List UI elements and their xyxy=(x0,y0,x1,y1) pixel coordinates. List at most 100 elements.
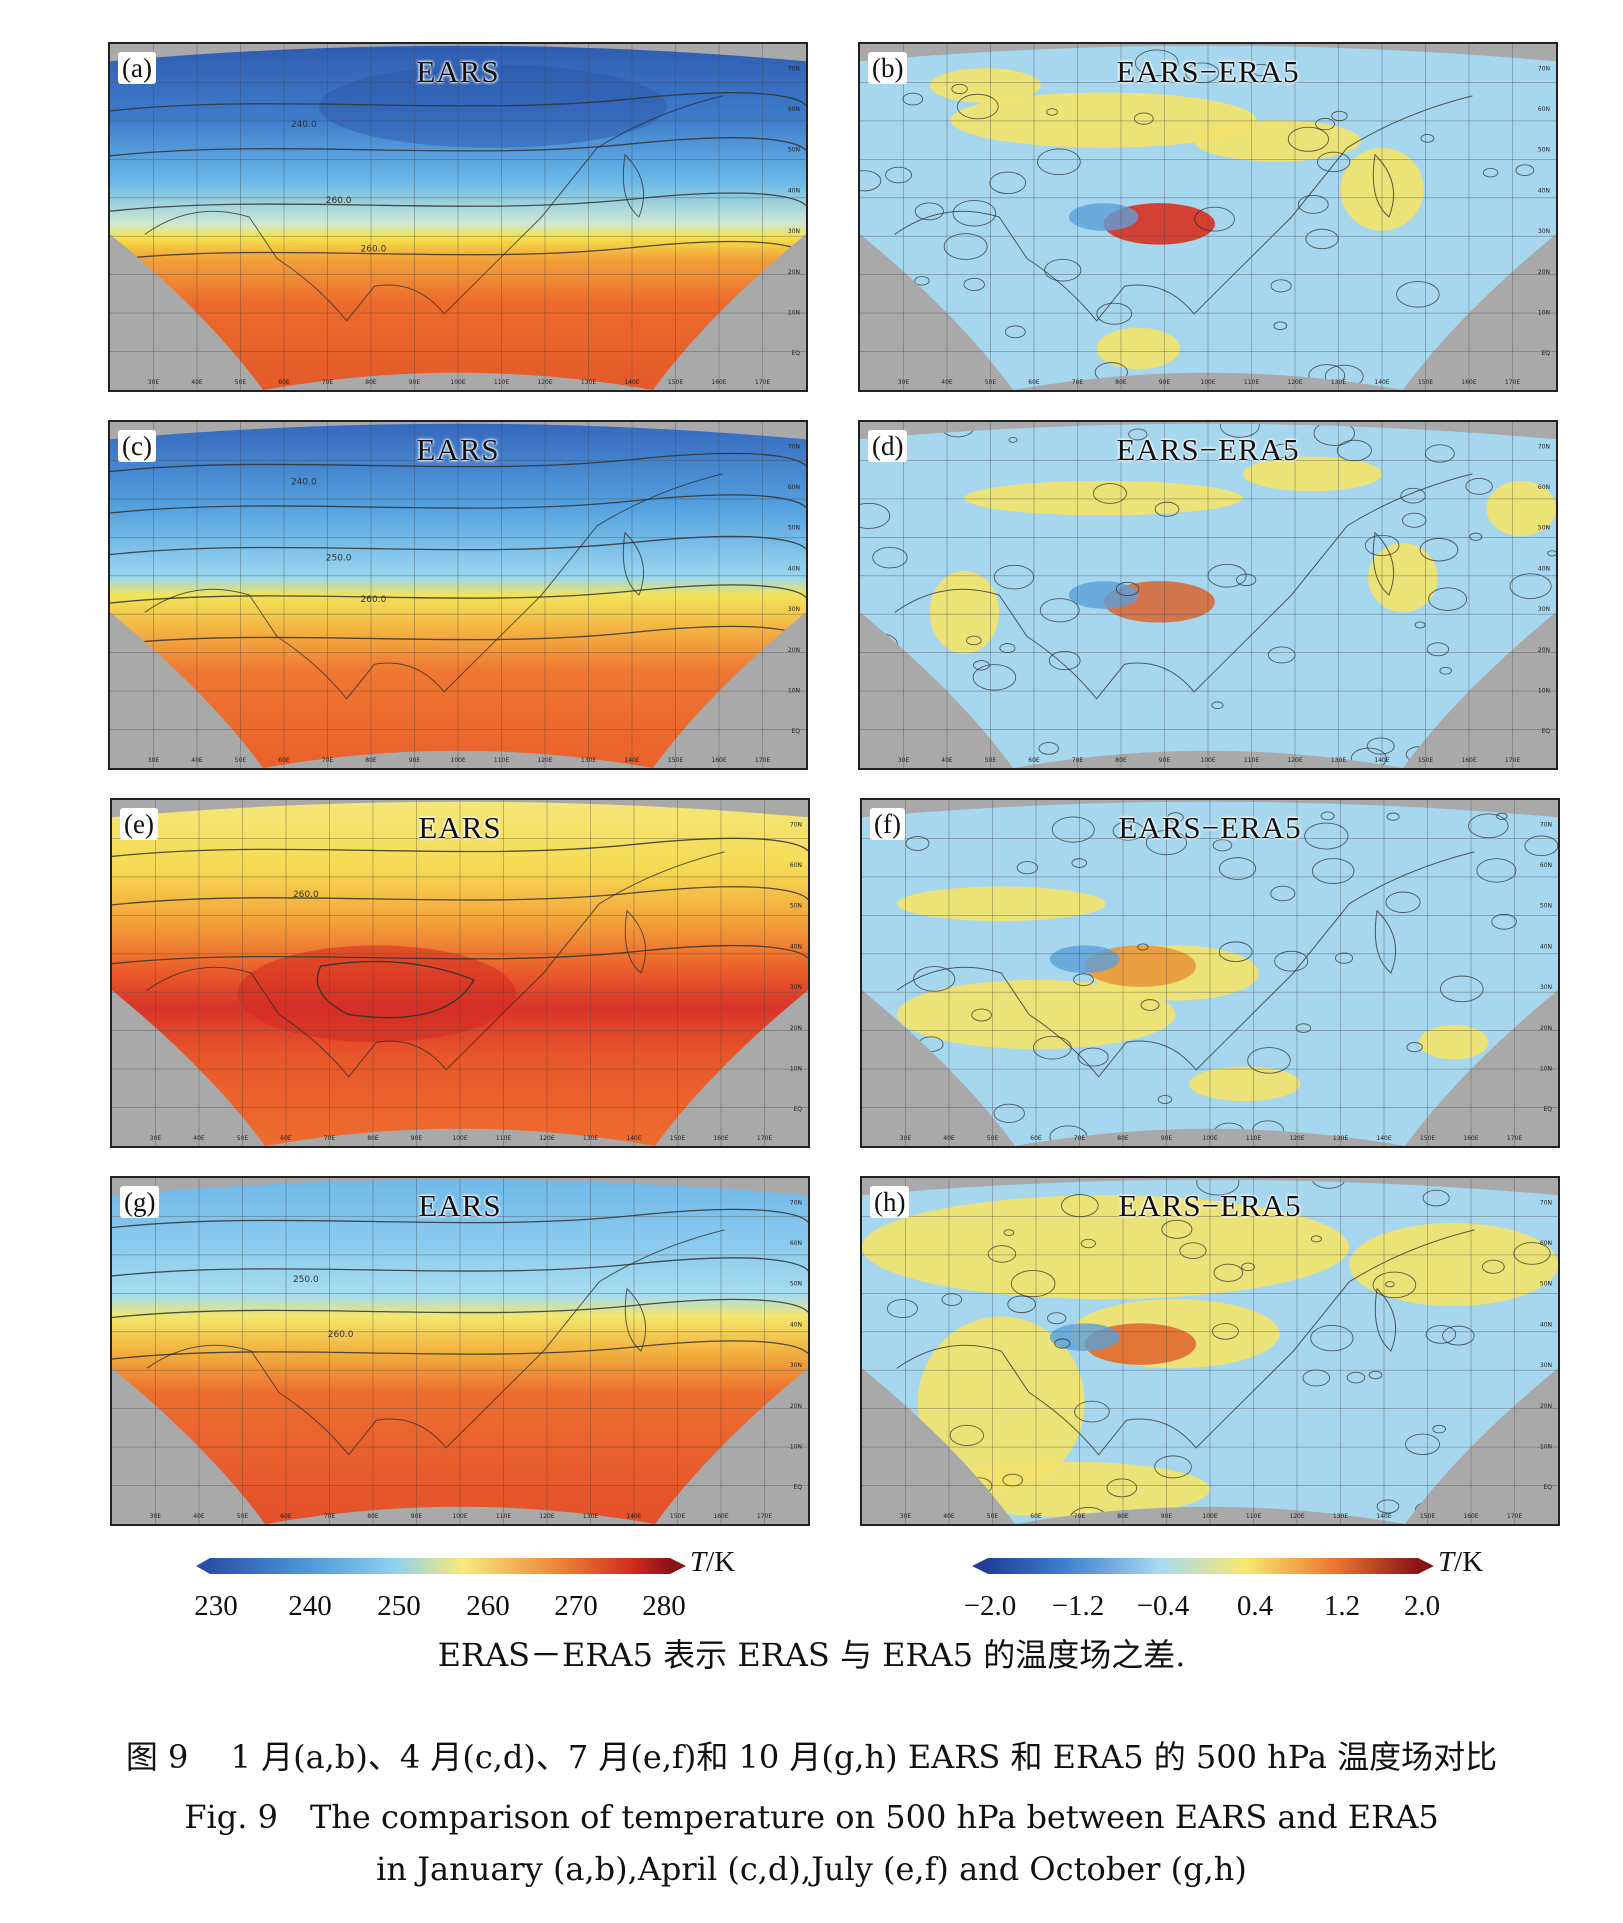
panel-d: 30E 40E 50E 60E 70E 80E 90E 100E 110E 120E 130E 140… xyxy=(858,420,1558,770)
anomaly-contour xyxy=(1320,811,1335,821)
anomaly-contour xyxy=(1270,885,1296,902)
anomaly-contour xyxy=(1426,642,1450,657)
anomaly-contour xyxy=(913,966,956,992)
anomaly-contour xyxy=(1128,428,1148,441)
isotherm-line xyxy=(112,1298,808,1319)
coastline xyxy=(144,95,723,322)
latitude-label: 70N xyxy=(790,821,802,828)
longitude-label: 100E xyxy=(1200,757,1215,764)
contour-value-label: 260.0 xyxy=(328,1330,354,1340)
longitude-label: 170E xyxy=(757,1135,772,1142)
latitude-label: 50N xyxy=(1540,903,1552,910)
positive-anomaly-region xyxy=(1486,480,1556,537)
longitude-label: 60E xyxy=(278,757,290,764)
anomaly-contour xyxy=(1007,1295,1036,1314)
anomaly-contour xyxy=(1218,941,1253,963)
longitude-label: 130E xyxy=(583,1513,598,1520)
anomaly-contour xyxy=(1428,587,1468,611)
graticule xyxy=(112,800,808,1146)
anomaly-contour xyxy=(1376,1499,1400,1514)
positive-anomaly-region xyxy=(929,68,1041,103)
anomaly-contour xyxy=(902,92,924,106)
latitude-label: 60N xyxy=(790,862,802,869)
anomaly-contour xyxy=(1468,813,1509,839)
longitude-label: 50E xyxy=(235,379,247,386)
anomaly-contour xyxy=(1509,573,1552,599)
latitude-label: EQ xyxy=(793,1484,802,1491)
anomaly-contour xyxy=(1401,512,1427,528)
positive-anomaly-region xyxy=(1189,1066,1301,1102)
unit-text: /K xyxy=(706,1546,736,1578)
isotherm-line xyxy=(110,452,806,473)
colorbar-difference-ramp xyxy=(972,1558,1434,1574)
longitude-label: 40E xyxy=(943,1513,955,1520)
map-g: 30E 40E 50E 60E 70E 80E 90E 100E 110E 120E 130E 140… xyxy=(112,1178,808,1524)
tick-label: 280 xyxy=(642,1590,686,1622)
anomaly-contour xyxy=(1405,1433,1441,1456)
latitude-label: 50N xyxy=(790,1281,802,1288)
anomaly-contour xyxy=(1273,321,1288,331)
negative-anomaly-region xyxy=(1049,1323,1120,1351)
longitude-label: 120E xyxy=(539,1135,554,1142)
longitude-label: 60E xyxy=(1028,379,1040,386)
positive-anomaly-region xyxy=(862,1195,1350,1300)
anomaly-contour xyxy=(987,1245,1017,1263)
anomaly-contour xyxy=(1481,1259,1505,1274)
map-d: 30E 40E 50E 60E 70E 80E 90E 100E 110E 120E 130E 140… xyxy=(860,422,1556,768)
contour-value-label: 250.0 xyxy=(293,1275,319,1285)
panel-b: 30E 40E 50E 60E 70E 80E 90E 100E 110E 120E 130E 140… xyxy=(858,42,1558,392)
longitude-label: 160E xyxy=(1463,1135,1478,1142)
longitude-label: 30E xyxy=(148,757,160,764)
longitude-label: 140E xyxy=(624,757,639,764)
longitude-label: 160E xyxy=(1463,1513,1478,1520)
graticule xyxy=(862,1178,1558,1524)
map-h: 30E 40E 50E 60E 70E 80E 90E 100E 110E 120E 130E 140… xyxy=(862,1178,1558,1524)
latitude-label: 20N xyxy=(1538,269,1550,276)
isotherm-line xyxy=(110,137,806,157)
map-c: 30E 40E 50E 60E 70E 80E 90E 100E 110E 120E 130E 140… xyxy=(110,422,806,768)
latitude-label: 60N xyxy=(1538,106,1550,113)
anomaly-contour xyxy=(872,546,908,569)
longitude-label: 160E xyxy=(711,379,726,386)
latitude-label: 50N xyxy=(1538,525,1550,532)
latitude-label: 40N xyxy=(1538,565,1550,572)
colorbar-temperature: T/K 230 240 250 260 270 280 xyxy=(190,1546,750,1630)
isotherm-line xyxy=(110,584,806,604)
anomaly-contour xyxy=(1316,151,1351,173)
panel-g: 30E 40E 50E 60E 70E 80E 90E 100E 110E 120E 130E 140… xyxy=(110,1176,810,1526)
anomaly-contour xyxy=(860,502,891,529)
anomaly-contour xyxy=(1247,1047,1291,1074)
positive-anomaly-region xyxy=(1242,456,1382,492)
latitude-label: 20N xyxy=(788,269,800,276)
latitude-label: 40N xyxy=(788,187,800,194)
anomaly-contour xyxy=(1037,148,1081,176)
coastline xyxy=(146,851,725,1078)
tick-label: −1.2 xyxy=(1051,1590,1105,1622)
longitude-label: 160E xyxy=(713,1513,728,1520)
longitude-label: 40E xyxy=(191,379,203,386)
anomaly-contour xyxy=(1154,1455,1192,1479)
latitude-label: EQ xyxy=(1543,1484,1552,1491)
panel-title-f: EARS−ERA5 xyxy=(1118,810,1302,845)
anomaly-contour xyxy=(1425,1325,1457,1344)
anomaly-contour xyxy=(972,664,1017,691)
anomaly-contour xyxy=(1074,1400,1110,1423)
anomaly-contour xyxy=(1077,1047,1109,1067)
anomaly-contour xyxy=(1547,550,1556,557)
latitude-label: 70N xyxy=(1538,443,1550,450)
longitude-label: 160E xyxy=(1461,757,1476,764)
anomaly-contour xyxy=(1350,747,1387,768)
anomaly-contour xyxy=(1196,1179,1240,1196)
anomaly-contour xyxy=(914,202,944,221)
latitude-label: 50N xyxy=(1538,147,1550,154)
caption-english-line-2: in January (a,b),April (c,d),July (e,f) … xyxy=(376,1850,1247,1888)
anomaly-contour xyxy=(1179,1242,1207,1260)
latitude-label: 70N xyxy=(790,1199,802,1206)
longitude-label: 30E xyxy=(900,1513,912,1520)
longitude-label: 170E xyxy=(755,379,770,386)
anomaly-contour xyxy=(1305,228,1339,250)
anomaly-contour xyxy=(1385,891,1421,913)
positive-anomaly-region xyxy=(896,886,1106,922)
longitude-label: 150E xyxy=(1418,757,1433,764)
positive-anomaly-region xyxy=(1349,1222,1558,1307)
